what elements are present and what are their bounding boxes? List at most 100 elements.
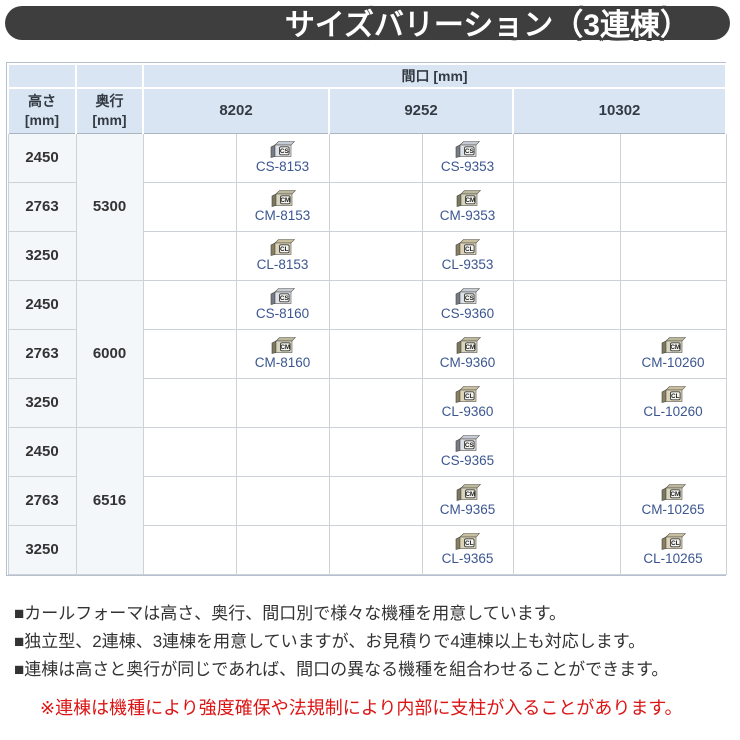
product-link[interactable]: CL CL-10260 [643,385,703,419]
product-code: CS-9365 [440,452,495,468]
product-cell: CM CM-9365 [421,475,514,526]
empty-cell [619,181,727,232]
empty-cell [328,328,423,379]
cm-building-icon: CM [456,189,481,207]
svg-text:CS: CS [280,148,290,155]
height-cell: 2450 [7,132,77,183]
depth-cell: 5300 [75,132,144,281]
empty-cell [328,524,423,575]
table-row: 2763 CM CM-8160 CM CM-9360 CM CM-10260 [7,328,727,379]
product-cell: CM CM-8160 [235,328,330,379]
empty-cell [142,328,237,379]
empty-cell [619,279,727,330]
product-code: CL-9360 [441,403,494,419]
product-cell: CS CS-8160 [235,279,330,330]
height-cell: 2450 [7,426,77,477]
product-link[interactable]: CM CM-8153 [254,189,311,223]
note-line: ■独立型、2連棟、3連棟を用意していますが、お見積りで4連棟以上も対応します。 [14,632,646,651]
cl-building-icon: CL [271,238,296,256]
empty-cell [512,181,621,232]
depth-column-header: 奥行 [mm] [75,87,144,134]
product-link[interactable]: CL CL-9365 [442,532,493,566]
product-link[interactable]: CS CS-9365 [441,434,494,468]
product-code: CS-8153 [255,158,310,174]
product-code: CM-10260 [641,354,705,370]
empty-cell [328,230,423,281]
empty-cell [142,181,237,232]
product-link[interactable]: CM CM-10260 [642,336,705,370]
product-link[interactable]: CS CS-9353 [441,140,494,174]
product-link[interactable]: CM CM-9360 [439,336,496,370]
product-code: CM-8153 [254,207,311,223]
product-link[interactable]: CL CL-9353 [441,238,494,272]
svg-text:CM: CM [670,344,680,351]
empty-cell [512,524,621,575]
height-cell: 2763 [7,475,77,526]
svg-text:CL: CL [466,540,475,547]
svg-text:CM: CM [465,197,475,204]
product-link[interactable]: CL CL-9360 [441,385,494,419]
corner-blank-height [7,63,77,89]
product-cell: CL CL-10260 [619,377,727,428]
table-row: 2763 CM CM-9365 CM CM-10265 [7,475,727,526]
empty-cell [619,132,727,183]
cm-building-icon: CM [661,483,687,501]
svg-text:CL: CL [466,393,475,400]
svg-text:CM: CM [465,491,475,498]
product-link[interactable]: CS CS-8153 [256,140,309,174]
empty-cell [512,377,621,428]
product-code: CL-8153 [256,256,309,272]
product-link[interactable]: CL CL-8153 [256,238,309,272]
cl-building-icon: CL [661,385,687,403]
height-cell: 2763 [7,328,77,379]
empty-cell [328,181,423,232]
empty-cell [512,426,621,477]
empty-cell [328,279,423,330]
product-link[interactable]: CL CL-10265 [643,532,703,566]
span-header-frontage: 間口 [mm] [141,63,728,89]
cs-building-icon: CS [271,287,296,305]
depth-cell: 6000 [75,279,144,428]
product-cell: CS CS-9353 [421,132,514,183]
empty-cell [142,377,237,428]
product-code: CS-9353 [440,158,495,174]
svg-text:CM: CM [280,344,290,351]
product-cell: CM CM-10260 [619,328,727,379]
note-line: ■連棟は高さと奥行が同じであれば、間口の異なる機種を組合わせることができます。 [14,660,669,679]
empty-cell [619,230,727,281]
svg-text:CM: CM [280,197,290,204]
product-link[interactable]: CS CS-9360 [441,287,494,321]
product-link[interactable]: CM CM-10265 [642,483,705,517]
product-link[interactable]: CM CM-9353 [439,189,496,223]
product-code: CM-9365 [439,501,496,517]
table-row: 2763 CM CM-8153 CM CM-9353 [7,181,727,232]
product-link[interactable]: CM CM-9365 [439,483,496,517]
note-line: ■カールフォーマは高さ、奥行、間口別で様々な機種を用意しています。 [14,604,567,623]
product-cell: CL CL-9353 [421,230,514,281]
cl-building-icon: CL [456,532,481,550]
product-cell: CL CL-9360 [421,377,514,428]
svg-text:CS: CS [280,295,290,302]
product-link[interactable]: CM CM-8160 [255,336,310,370]
empty-cell [328,475,423,526]
empty-cell [142,279,237,330]
empty-cell [512,230,621,281]
empty-cell [142,524,237,575]
height-cell: 2450 [7,279,77,330]
cs-building-icon: CS [456,287,481,305]
corner-blank-depth [75,63,144,89]
cm-building-icon: CM [661,336,687,354]
height-cell: 3250 [7,377,77,428]
product-code: CL-9353 [441,256,494,272]
svg-text:CM: CM [465,344,475,351]
product-link[interactable]: CS CS-8160 [256,287,309,321]
empty-cell [512,132,621,183]
cl-building-icon: CL [661,532,687,550]
svg-text:CL: CL [671,393,680,400]
table-row: 3250 CL CL-9365 CL CL-10265 [7,524,727,575]
product-cell: CM CM-9353 [421,181,514,232]
product-code: CM-9353 [439,207,496,223]
product-code: CM-9360 [439,354,496,370]
table-row: 2450 5300 CS CS-8153 CS CS-9353 [7,132,727,281]
product-cell: CL CL-8153 [235,230,330,281]
